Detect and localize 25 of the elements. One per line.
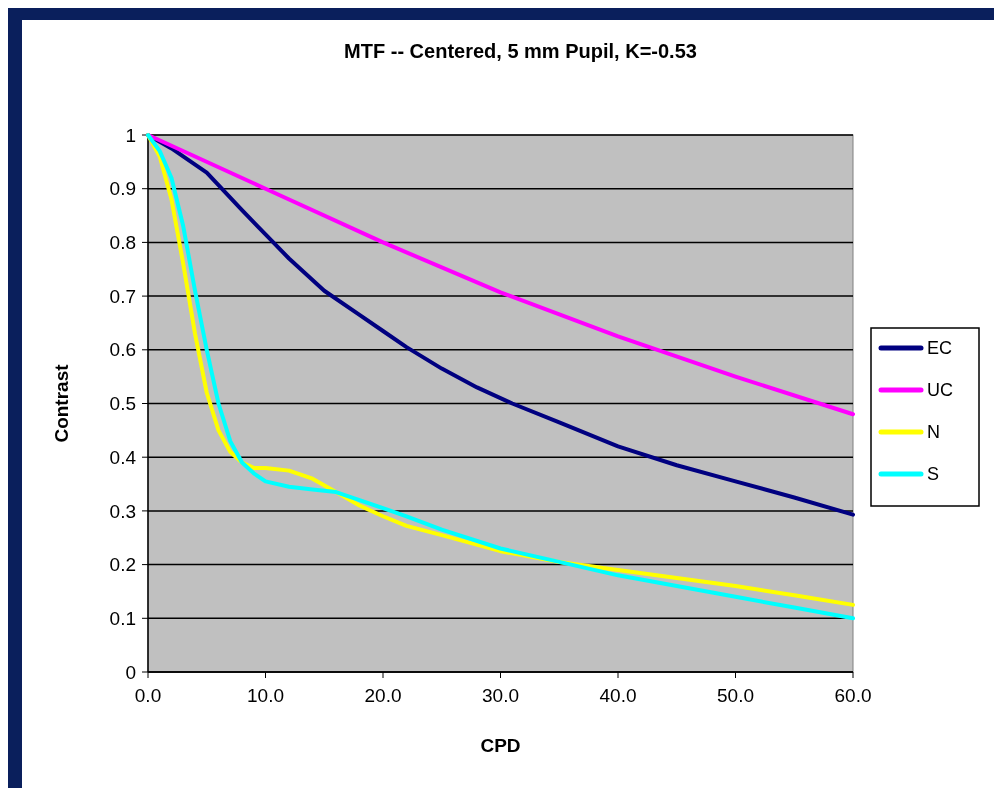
y-tick-label: 0.7 (109, 285, 136, 307)
y-tick-label: 0.3 (109, 500, 136, 522)
y-tick-label: 0.6 (109, 339, 136, 361)
x-tick-label: 50.0 (717, 685, 754, 706)
y-tick-label: 0.5 (109, 393, 136, 415)
legend-label: S (927, 464, 940, 485)
y-tick-label: 0 (125, 661, 136, 683)
legend-label: EC (927, 338, 953, 359)
legend-label: N (927, 422, 940, 443)
x-tick-label: 30.0 (482, 685, 519, 706)
legend-label: UC (927, 380, 953, 401)
y-tick-label: 0.9 (109, 178, 136, 200)
x-tick-label: 20.0 (364, 685, 402, 706)
chart-title: MTF -- Centered, 5 mm Pupil, K=-0.53 (344, 40, 697, 62)
y-tick-label: 0.1 (109, 607, 136, 629)
y-axis-title: Contrast (51, 363, 72, 443)
x-tick-label: 10.0 (247, 685, 284, 706)
x-tick-label: 60.0 (834, 685, 872, 706)
y-tick-label: 0.8 (109, 232, 136, 254)
x-axis-title: CPD (480, 735, 521, 756)
y-tick-label: 0.2 (109, 554, 136, 576)
y-tick-label: 0.4 (109, 446, 137, 468)
x-tick-label: 0.0 (134, 685, 162, 706)
y-tick-label: 1 (125, 124, 136, 146)
x-tick-label: 40.0 (599, 685, 637, 706)
